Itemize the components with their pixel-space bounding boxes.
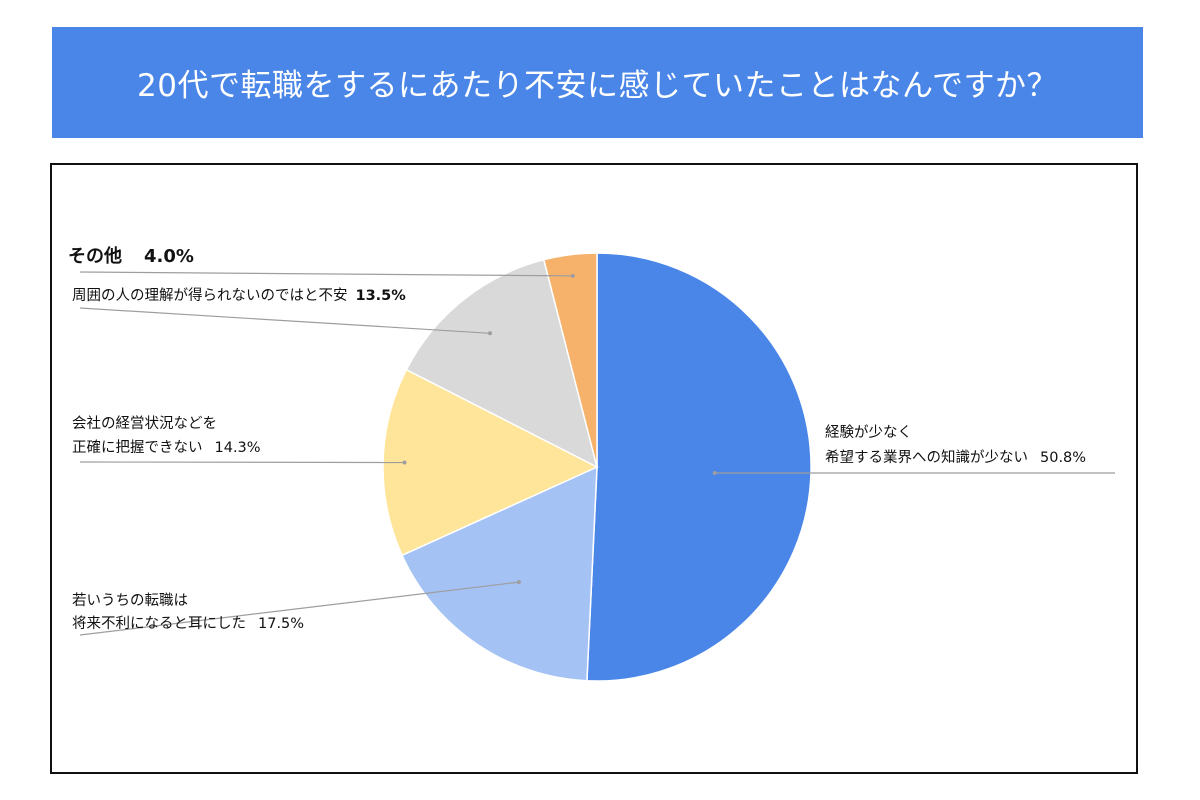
slice-value-4: 4.0% <box>144 246 194 267</box>
slice-label-1-line-1: 将来不利になると耳にした 17.5% <box>72 615 304 632</box>
pie-slice-0 <box>586 252 812 682</box>
slice-value-3: 13.5% <box>356 288 407 304</box>
slice-value-0: 50.8% <box>1040 450 1086 466</box>
slice-value-2: 14.3% <box>215 440 261 456</box>
pie-slice-3 <box>405 258 599 469</box>
slice-label-2-line-0: 会社の経営状況などを <box>72 415 217 432</box>
slice-label-1-line-0: 若いうちの転職は <box>72 592 188 609</box>
title-banner: 20代で転職をするにあたり不安に感じていたことはなんですか？ <box>52 27 1143 138</box>
slice-label-3-line-0: 周囲の人の理解が得られないのではと不安 13.5% <box>72 287 406 304</box>
leader-line-1 <box>79 581 519 636</box>
leader-dot-4 <box>570 273 575 278</box>
leader-lines <box>79 271 1115 636</box>
chart-title: 20代で転職をするにあたり不安に感じていたことはなんですか？ <box>137 68 1058 104</box>
leader-line-4 <box>79 271 573 277</box>
slice-label-4-line-0: その他 4.0% <box>68 245 194 267</box>
slice-label-2-line-1: 正確に把握できない 14.3% <box>72 439 261 456</box>
pie-slice-1 <box>401 465 598 682</box>
leader-dot-3 <box>488 331 492 336</box>
pie-slices <box>382 252 812 682</box>
leader-dot-2 <box>402 460 407 465</box>
leader-line-3 <box>79 307 491 334</box>
slice-label-0-line-0: 経験が少なく <box>825 424 912 441</box>
leader-line-2 <box>79 461 405 464</box>
slice-label-0-line-1: 希望する業界への知識が少ない 50.8% <box>825 449 1086 466</box>
leader-dot-1 <box>516 580 521 585</box>
pie-slice-4 <box>542 252 598 468</box>
slice-value-1: 17.5% <box>258 616 304 632</box>
leader-dot-0 <box>712 471 717 475</box>
